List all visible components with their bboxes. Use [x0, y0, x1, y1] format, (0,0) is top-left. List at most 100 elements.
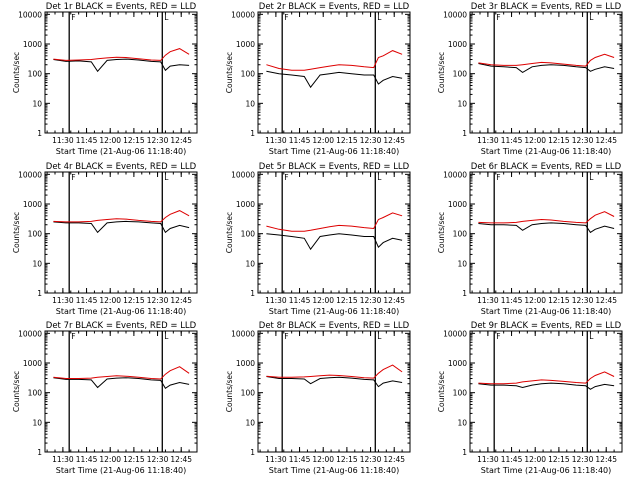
y-tick-label: 10: [32, 259, 42, 268]
x-tick-label: 11:45: [501, 455, 523, 464]
y-tick-label: 10: [245, 99, 255, 108]
lld-series-line: [53, 48, 190, 61]
y-axis-label: Counts/sec: [12, 371, 21, 412]
y-tick-label: 10000: [231, 329, 255, 338]
events-series-line: [478, 222, 615, 234]
x-tick-label: 12:45: [595, 136, 617, 145]
y-tick-label: 1000: [23, 40, 42, 49]
marker-label-l: L: [377, 13, 382, 22]
x-tick-label: 12:15: [336, 455, 358, 464]
y-tick-label: 10000: [443, 170, 467, 179]
marker-label-l: L: [377, 332, 382, 341]
panel-title: Det 2r BLACK = Events, RED = LLD: [259, 2, 410, 12]
x-axis-label: Start Time (21-Aug-06 11:18:40): [56, 307, 187, 316]
x-tick-label: 12:45: [170, 455, 192, 464]
events-series-line: [478, 382, 615, 390]
events-series-line: [53, 377, 190, 390]
x-tick-label: 11:30: [52, 296, 74, 305]
marker-label-f: F: [71, 13, 75, 22]
y-tick-label: 10: [245, 259, 255, 268]
x-tick-label: 12:45: [383, 455, 405, 464]
x-axis-label: Start Time (21-Aug-06 11:18:40): [481, 147, 612, 156]
x-axis-label: Start Time (21-Aug-06 11:18:40): [269, 466, 400, 475]
axes-frame: [44, 171, 198, 294]
axes-frame: [44, 11, 198, 134]
x-tick-label: 12:30: [572, 455, 594, 464]
x-tick-label: 12:00: [99, 296, 121, 305]
x-tick-label: 11:30: [477, 136, 499, 145]
x-tick-label: 12:45: [170, 296, 192, 305]
y-axis-label: Counts/sec: [12, 212, 21, 253]
x-tick-label: 12:45: [383, 136, 405, 145]
axes-frame: [44, 330, 198, 453]
x-tick-label: 12:45: [170, 136, 192, 145]
panel-title: Det 4r BLACK = Events, RED = LLD: [46, 162, 197, 172]
y-axis-label: Counts/sec: [225, 212, 234, 253]
x-tick-label: 12:45: [383, 296, 405, 305]
events-series-line: [478, 63, 615, 74]
y-tick-label: 10000: [231, 10, 255, 19]
panel-title: Det 1r BLACK = Events, RED = LLD: [46, 2, 197, 12]
marker-label-l: L: [164, 332, 169, 341]
x-tick-label: 11:45: [76, 296, 98, 305]
marker-label-l: L: [377, 173, 382, 182]
marker-label-f: F: [71, 173, 75, 182]
y-tick-label: 1000: [236, 40, 255, 49]
marker-label-l: L: [589, 13, 594, 22]
y-tick-label: 1000: [448, 200, 467, 209]
panel-title: Det 7r BLACK = Events, RED = LLD: [46, 321, 197, 331]
y-axis-label: Counts/sec: [437, 371, 446, 412]
x-tick-label: 12:30: [360, 296, 382, 305]
panel-det-1: Det 1r BLACK = Events, RED = LLD 1 10 100 10…: [12, 2, 198, 156]
panel-title: Det 3r BLACK = Events, RED = LLD: [471, 2, 622, 12]
panel-title: Det 6r BLACK = Events, RED = LLD: [471, 162, 622, 172]
axes-frame: [469, 330, 623, 453]
y-tick-label: 1: [462, 129, 467, 138]
x-tick-label: 12:00: [312, 296, 334, 305]
lld-series-line: [478, 211, 615, 224]
y-tick-label: 100: [241, 230, 256, 239]
x-tick-label: 11:30: [477, 296, 499, 305]
x-axis-label: Start Time (21-Aug-06 11:18:40): [481, 466, 612, 475]
marker-label-l: L: [164, 173, 169, 182]
y-tick-label: 10000: [18, 170, 42, 179]
lld-series-line: [53, 210, 190, 223]
x-tick-label: 11:45: [76, 455, 98, 464]
y-tick-label: 1000: [448, 40, 467, 49]
marker-label-f: F: [496, 173, 500, 182]
y-tick-label: 100: [453, 230, 468, 239]
x-tick-label: 12:30: [147, 136, 169, 145]
x-tick-label: 11:45: [289, 455, 311, 464]
lld-series-line: [266, 50, 403, 71]
y-tick-label: 10: [245, 418, 255, 427]
marker-label-f: F: [496, 332, 500, 341]
x-tick-label: 11:45: [289, 136, 311, 145]
y-tick-label: 1: [462, 448, 467, 457]
y-tick-label: 1: [250, 448, 255, 457]
x-tick-label: 11:30: [265, 296, 287, 305]
y-tick-label: 1000: [236, 200, 255, 209]
y-tick-label: 100: [241, 389, 256, 398]
panel-det-6: Det 6r BLACK = Events, RED = LLD 1 10 100 10…: [437, 162, 623, 316]
marker-label-l: L: [589, 332, 594, 341]
x-tick-label: 12:30: [147, 296, 169, 305]
events-series-line: [266, 70, 403, 89]
lld-series-line: [266, 212, 403, 232]
x-tick-label: 12:00: [524, 455, 546, 464]
x-tick-label: 12:15: [548, 136, 570, 145]
lld-series-line: [266, 364, 403, 379]
axes-frame: [257, 330, 411, 453]
y-tick-label: 1000: [23, 200, 42, 209]
events-series-line: [266, 376, 403, 388]
panel-det-4: Det 4r BLACK = Events, RED = LLD 1 10 100 10…: [12, 162, 198, 316]
x-tick-label: 12:45: [595, 455, 617, 464]
panel-det-7: Det 7r BLACK = Events, RED = LLD 1 10 100 10…: [12, 321, 198, 475]
lld-series-line: [53, 366, 190, 380]
marker-label-f: F: [496, 13, 500, 22]
y-tick-label: 1: [37, 448, 42, 457]
x-tick-label: 12:15: [548, 455, 570, 464]
marker-label-f: F: [284, 13, 288, 22]
x-tick-label: 11:30: [477, 455, 499, 464]
y-tick-label: 100: [28, 389, 43, 398]
